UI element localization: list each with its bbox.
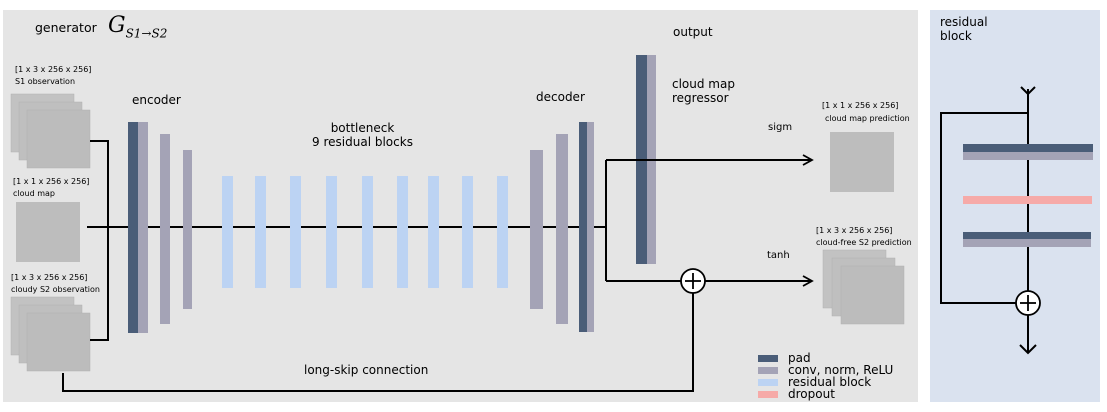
generator-panel [3,10,918,402]
encoder-pad-layer [128,122,138,333]
residual-conv-layer-2 [963,239,1091,247]
residual-pad-layer-2 [963,232,1091,239]
long-skip-label: long-skip connection [304,363,429,377]
cloudy-s2-observation-image [10,296,91,372]
residual-output-arrow [1019,344,1037,355]
residual-block-layer-8 [462,176,473,288]
residual-block-layer-6 [397,176,408,288]
encoder-conv-layer-1 [138,122,148,333]
legend-label-pad: pad [788,351,811,365]
encoder-label: encoder [132,93,181,107]
generator-symbol-main: G [108,13,126,38]
cloud-map-image [16,202,80,262]
cloud-map-pred-dims-label: [1 x 1 x 256 x 256] [822,101,899,110]
cloudfree-pred-dims-label: [1 x 3 x 256 x 256] [816,226,893,235]
cloud-map-dims-label: [1 x 1 x 256 x 256] [13,177,90,186]
residual-skip-line [940,112,1028,304]
legend-swatch-dropout [758,391,778,398]
legend-label-conv: conv, norm, ReLU [788,363,894,377]
residual-block-layer-9 [497,176,508,288]
s1-name-label: S1 observation [15,77,76,86]
cloudy-s2-name-label: cloudy S2 observation [11,285,100,294]
output-label: output [673,25,713,39]
residual-block-layer-5 [362,176,373,288]
bottleneck-title: bottleneck [330,121,395,135]
sum-node-icon [680,268,706,294]
legend-swatch-conv [758,367,778,374]
bottleneck-subtitle: 9 residual blocks [312,134,413,149]
cloudfree-pred-name-label: cloud-free S2 prediction [816,238,912,247]
s1-dims-label: [1 x 3 x 256 x 256] [15,65,92,74]
legend-swatch-pad [758,355,778,362]
residual-block-layer-1 [222,176,233,288]
generator-label: generator [35,20,97,35]
residual-block-title: residual block [940,15,988,44]
cloud-map-pred-name-label: cloud map prediction [825,114,910,123]
bottleneck-label: bottleneck 9 residual blocks [290,121,435,150]
tanh-label: tanh [767,250,790,261]
residual-block-title-line2: block [940,28,972,43]
legend-label-dropout: dropout [788,387,835,401]
encoder-conv-layer-3 [183,150,192,309]
long-skip-connection-line [62,293,694,392]
residual-sum-node-icon [1015,290,1041,316]
decoder-label: decoder [536,90,585,104]
sigm-label: sigm [768,122,793,133]
residual-block-panel [930,10,1100,402]
s1-observation-image [10,93,91,169]
residual-dropout-layer [963,196,1092,204]
cloudfree-s2-prediction-image [822,249,905,325]
residual-block-title-line1: residual [940,15,988,29]
cloud-map-name-label: cloud map [13,189,55,198]
generator-symbol: GS1→S2 [108,13,167,41]
cloudy-s2-dims-label: [1 x 3 x 256 x 256] [11,273,88,282]
decoder-conv-layer-3 [587,122,594,332]
legend-label-residual: residual block [788,375,872,389]
residual-block-diagram [940,86,1093,355]
regressor-subtitle: regressor [672,90,729,105]
residual-block-layer-2 [255,176,266,288]
input-connectors [87,140,109,341]
decoder-conv-layer-2 [556,134,568,324]
regressor-label: cloud map regressor [672,77,735,106]
legend-swatch-residual [758,379,778,386]
decoder-conv-layer-1 [530,150,543,309]
residual-pad-layer-1 [963,144,1093,152]
regressor-title: cloud map [672,77,735,91]
cloud-map-prediction-image [830,132,894,192]
decoder-pad-layer [579,122,587,332]
encoder-conv-layer-2 [160,134,170,324]
residual-conv-layer-1 [963,152,1093,160]
generator-symbol-sub: S1→S2 [125,26,168,41]
residual-block-layer-3 [290,176,301,288]
residual-layers [963,144,1093,247]
branch-lines [605,154,814,287]
legend [758,355,778,398]
residual-block-layer-7 [428,176,439,288]
residual-block-layer-4 [326,176,337,288]
